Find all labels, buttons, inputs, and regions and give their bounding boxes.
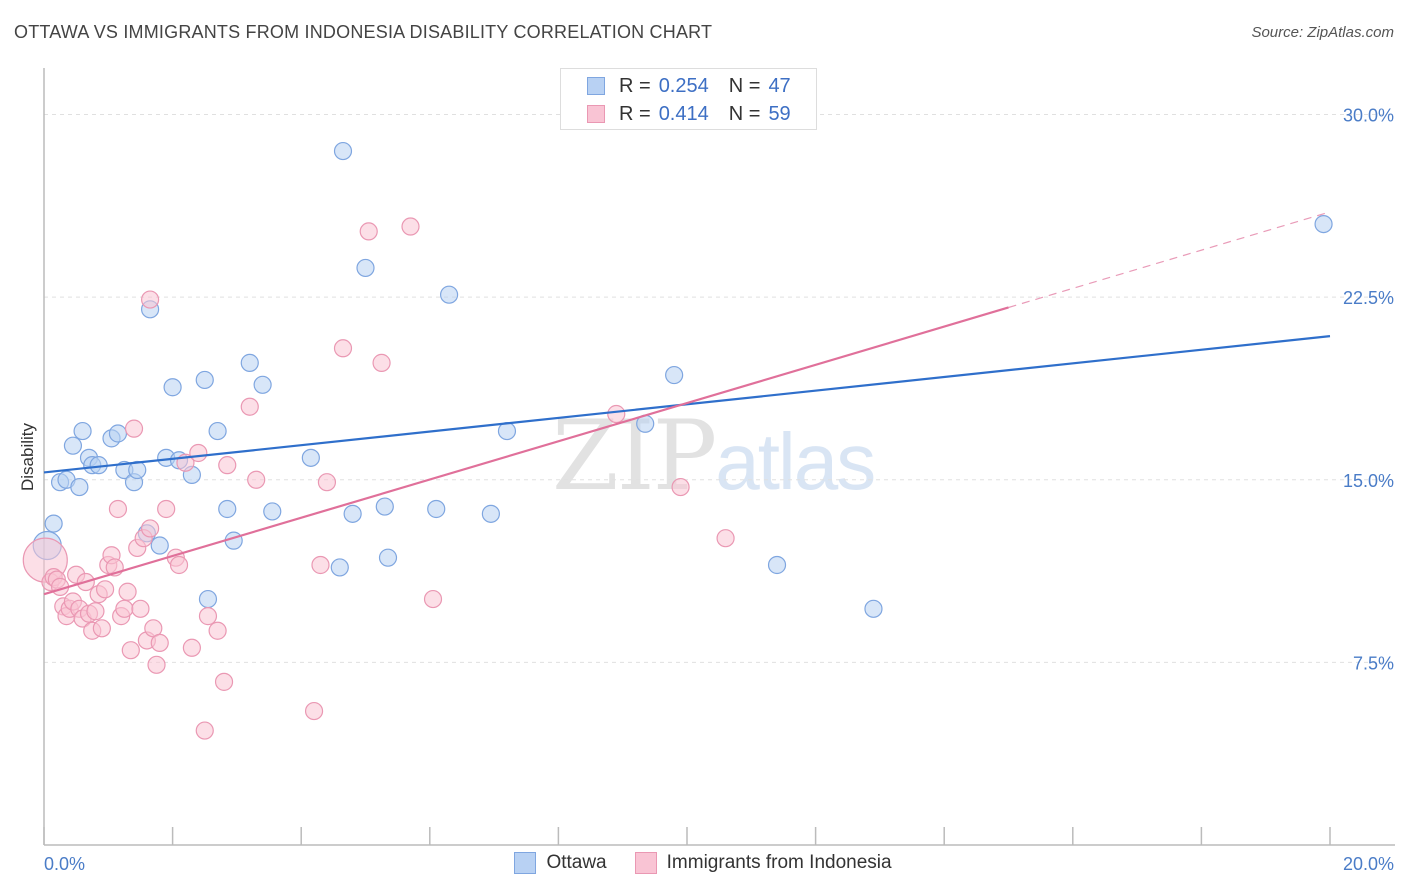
indonesia-point [607, 404, 626, 424]
indonesia-point [121, 641, 140, 660]
r-label: R = [619, 74, 651, 97]
ottawa-point [63, 436, 83, 455]
ottawa-point [481, 504, 500, 523]
y-tick-label: 15.0% [1343, 471, 1394, 491]
ottawa-point [218, 499, 237, 519]
ottawa-point [333, 141, 353, 161]
n-value-ottawa: 47 [768, 74, 791, 97]
indonesia-point [118, 582, 137, 601]
ottawa-point [108, 424, 128, 443]
indonesia-point [208, 621, 227, 640]
legend-label-indonesia: Immigrants from Indonesia [666, 852, 892, 873]
indonesia-point [108, 499, 128, 519]
x-tick-label: 0.0% [44, 854, 85, 874]
ottawa-point [240, 353, 259, 372]
ottawa-point [150, 536, 169, 555]
ottawa-point [375, 497, 394, 516]
indonesia-trend-extension [1008, 211, 1331, 309]
indonesia-legend-swatch [634, 852, 657, 874]
ottawa-point [195, 370, 214, 390]
ottawa-point [198, 589, 218, 609]
indonesia-point [423, 589, 443, 609]
indonesia-trend-line [43, 306, 1009, 596]
indonesia-point [86, 602, 105, 621]
indonesia-point [372, 353, 391, 372]
r-value-ottawa: 0.254 [658, 74, 709, 97]
ottawa-point [253, 375, 272, 394]
indonesia-point [218, 456, 237, 475]
ottawa-point [767, 555, 787, 575]
indonesia-point [157, 499, 176, 519]
indonesia-point [147, 655, 166, 674]
indonesia-point [214, 672, 234, 691]
ottawa-legend-swatch [514, 852, 537, 874]
ottawa-point [439, 285, 459, 304]
ottawa-point [330, 558, 349, 577]
ottawa-point [73, 421, 92, 441]
indonesia-point [131, 599, 150, 618]
r-value-indonesia: 0.414 [658, 102, 709, 125]
indonesia-point [333, 339, 353, 358]
indonesia-point [115, 599, 134, 618]
chart-title: OTTAWA VS IMMIGRANTS FROM INDONESIA DISA… [14, 22, 713, 42]
ottawa-point [864, 599, 883, 618]
ottawa-point [343, 504, 362, 523]
ottawa-point [208, 421, 227, 441]
legend-item-ottawa: Ottawa [514, 852, 607, 874]
correlation-legend: R = 0.254 N = 47 R = 0.414 N = 59 [560, 68, 817, 130]
n-label: N = [728, 102, 761, 125]
legend-row-indonesia: R = 0.414 N = 59 [587, 101, 791, 127]
indonesia-point [317, 473, 337, 492]
ottawa-point [1314, 214, 1333, 234]
n-label: N = [728, 74, 761, 97]
indonesia-point [150, 633, 169, 653]
watermark-atlas: atlas [715, 417, 876, 506]
n-value-indonesia: 59 [768, 102, 791, 125]
ottawa-point [378, 548, 398, 567]
ottawa-swatch [587, 77, 605, 95]
indonesia-point [359, 222, 378, 241]
ottawa-point [665, 365, 684, 385]
legend-item-indonesia: Immigrants from Indonesia [634, 852, 892, 874]
indonesia-point [95, 580, 115, 599]
ottawa-point [163, 378, 182, 397]
legend-label-ottawa: Ottawa [546, 852, 607, 873]
indonesia-point [716, 529, 735, 548]
y-tick-label: 30.0% [1343, 106, 1394, 126]
indonesia-point [189, 443, 208, 463]
indonesia-point [671, 477, 690, 497]
y-tick-label: 22.5% [1343, 288, 1394, 308]
indonesia-point [140, 519, 160, 538]
indonesia-swatch [587, 105, 605, 123]
indonesia-point [401, 217, 420, 236]
indonesia-point [247, 470, 266, 489]
indonesia-point [92, 619, 111, 638]
ottawa-point [497, 421, 517, 441]
ottawa-trend-line [43, 335, 1331, 474]
indonesia-point [140, 290, 160, 309]
ottawa-point [427, 499, 446, 519]
ottawa-point [263, 502, 282, 521]
indonesia-point [304, 701, 324, 721]
indonesia-point [182, 638, 201, 657]
r-label: R = [619, 102, 651, 125]
source-label: Source: ZipAtlas.com [1251, 24, 1394, 41]
x-tick-label: 20.0% [1343, 854, 1394, 874]
y-tick-label: 7.5% [1353, 653, 1394, 673]
series-legend: Ottawa Immigrants from Indonesia [0, 852, 1406, 874]
ottawa-point [70, 477, 89, 497]
indonesia-point [240, 397, 259, 416]
indonesia-point [195, 721, 214, 740]
indonesia-point [124, 419, 144, 438]
ottawa-point [356, 258, 375, 278]
legend-row-ottawa: R = 0.254 N = 47 [587, 73, 791, 99]
indonesia-point [311, 555, 330, 575]
indonesia-point [198, 607, 218, 626]
y-axis-label: Disability [18, 422, 37, 491]
ottawa-point [44, 514, 63, 533]
indonesia-point [169, 555, 189, 575]
ottawa-point [301, 448, 320, 467]
